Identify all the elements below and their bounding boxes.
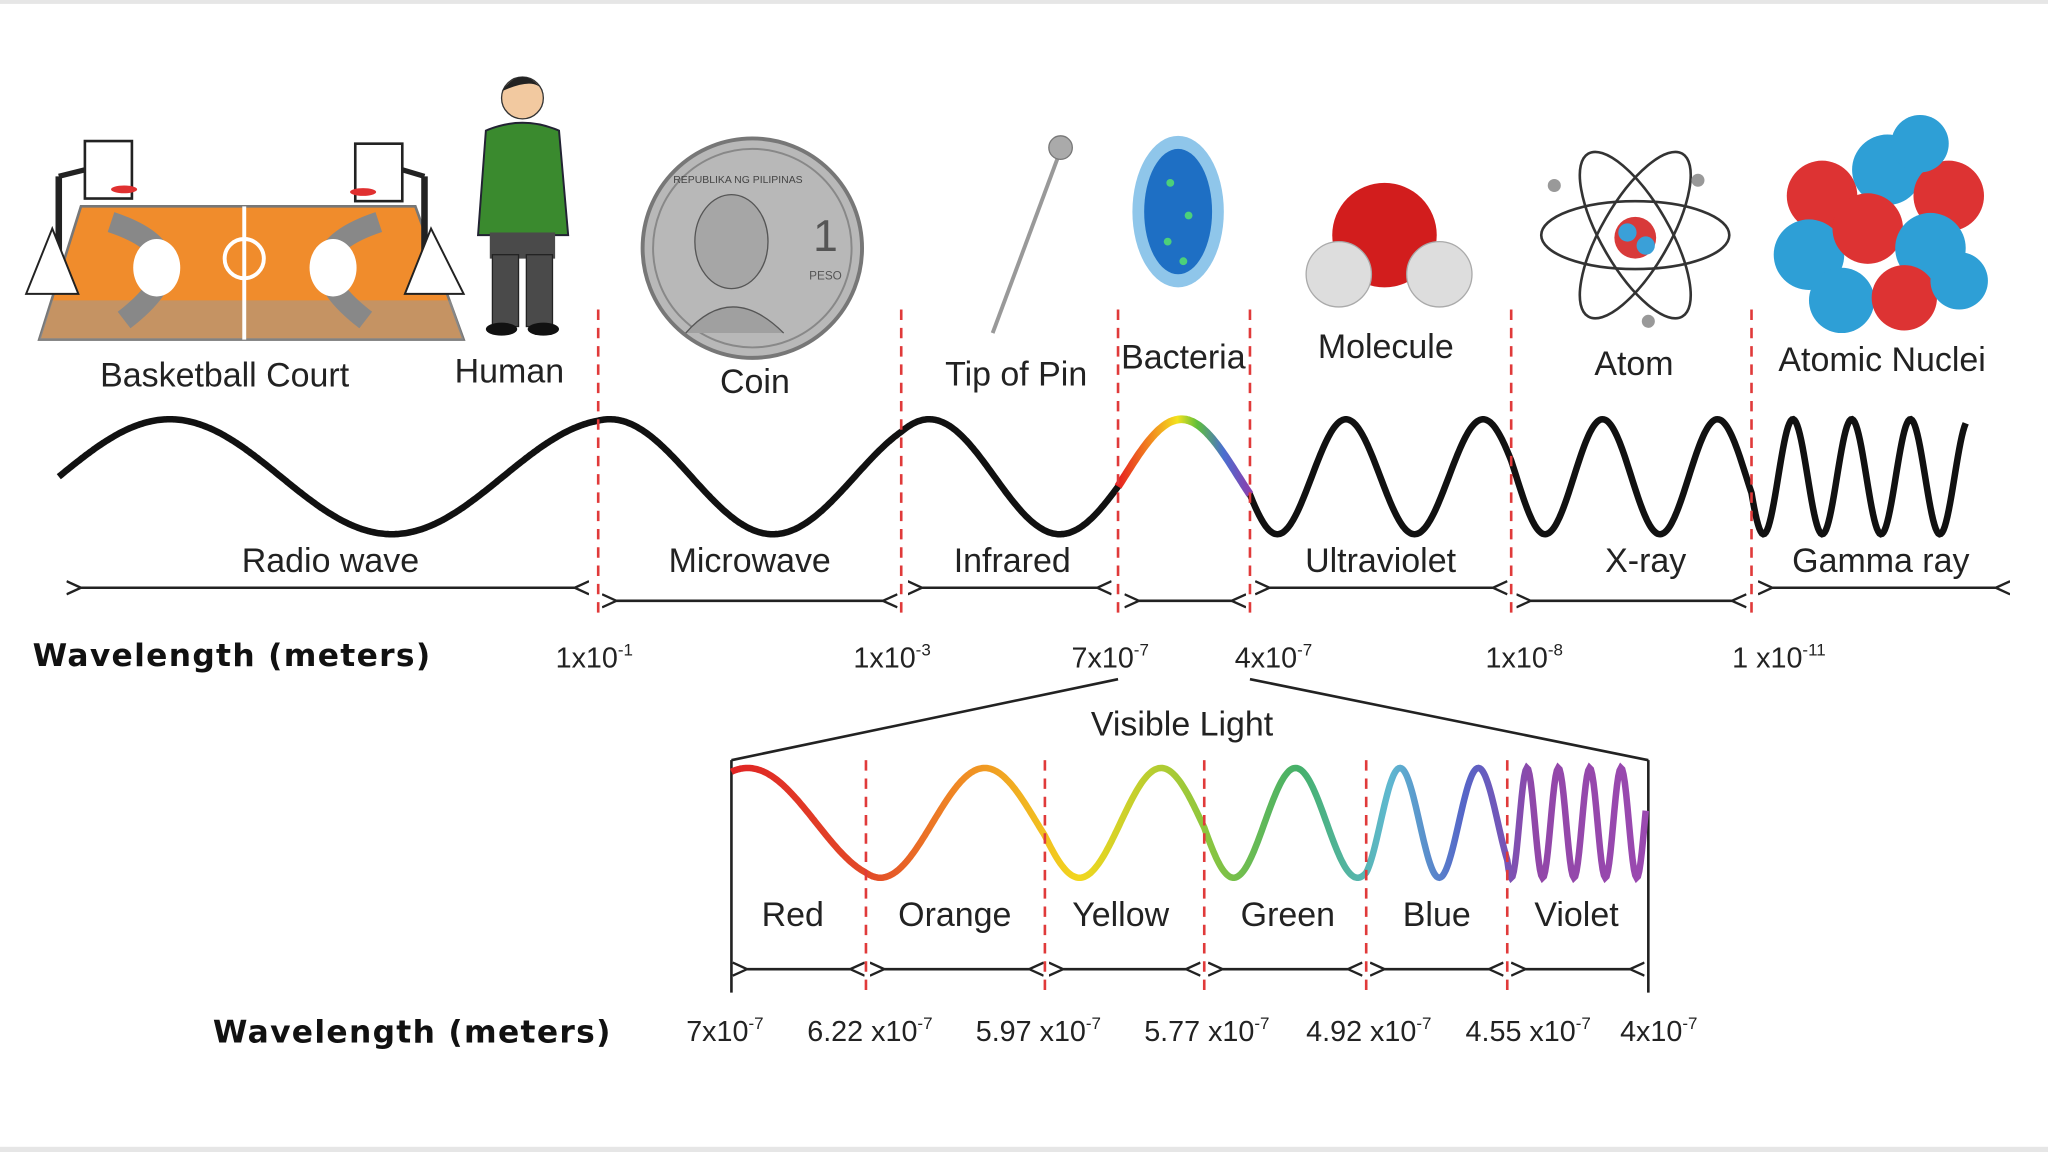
boundary-value-base: 7x10 bbox=[1072, 642, 1134, 674]
visible-boundary-value-exp: -7 bbox=[748, 1014, 763, 1033]
em-wave bbox=[56, 415, 1969, 538]
human-icon bbox=[476, 76, 570, 336]
color-label: Blue bbox=[1403, 896, 1471, 934]
boundary-value-base: 4x10 bbox=[1235, 642, 1297, 674]
molecule-icon bbox=[1305, 182, 1473, 308]
boundary-value: 4x10-7 bbox=[1235, 641, 1312, 675]
object-label: Atomic Nuclei bbox=[1778, 341, 1985, 379]
object-label: Basketball Court bbox=[100, 357, 350, 395]
top-bar bbox=[0, 0, 2048, 4]
object-label: Atom bbox=[1594, 345, 1673, 383]
boundary-value-base: 1x10 bbox=[556, 642, 618, 674]
color-label: Green bbox=[1241, 896, 1335, 934]
color-label: Red bbox=[762, 896, 824, 934]
visible-boundary-value-exp: -7 bbox=[917, 1014, 932, 1033]
visible-boundary-value: 4.92 x10-7 bbox=[1306, 1014, 1431, 1048]
zoom-line bbox=[1249, 677, 1649, 762]
boundary-value-exp: -7 bbox=[1134, 641, 1149, 660]
boundary-value-exp: -8 bbox=[1548, 641, 1563, 660]
visible-boundary-value-base: 6.22 x10 bbox=[807, 1016, 917, 1048]
object-label: Coin bbox=[720, 363, 790, 401]
color-label: Orange bbox=[898, 896, 1011, 934]
boundary-value-exp: -1 bbox=[618, 641, 633, 660]
boundary-value: 1 x10-11 bbox=[1732, 641, 1826, 675]
band-label: X-ray bbox=[1605, 542, 1686, 580]
visible-boundary-value-exp: -7 bbox=[1576, 1014, 1591, 1033]
visible-boundary-value-base: 4.92 x10 bbox=[1306, 1016, 1416, 1048]
visible-boundary-value-base: 4x10 bbox=[1620, 1016, 1682, 1048]
boundary-value-base: 1 x10 bbox=[1732, 642, 1802, 674]
nuclei-icon bbox=[1773, 114, 1988, 334]
object-label: Human bbox=[455, 353, 564, 391]
visible-wave bbox=[729, 762, 1649, 884]
visible-boundary-value-exp: -7 bbox=[1416, 1014, 1431, 1033]
atom-icon bbox=[1539, 150, 1731, 328]
boundary-value: 1x10-1 bbox=[556, 641, 633, 675]
visible-boundary-value-base: 5.97 x10 bbox=[976, 1016, 1086, 1048]
visible-boundary-value-base: 5.77 x10 bbox=[1144, 1016, 1254, 1048]
object-label: Molecule bbox=[1318, 328, 1454, 366]
color-label: Violet bbox=[1534, 896, 1619, 934]
pin-icon bbox=[990, 135, 1073, 334]
axis-label: Wavelength (meters) bbox=[33, 638, 432, 674]
bacteria-icon bbox=[1132, 135, 1224, 288]
visible-boundary-value: 5.77 x10-7 bbox=[1144, 1014, 1269, 1048]
zoom-line bbox=[731, 677, 1119, 762]
visible-boundary-value: 7x10-7 bbox=[686, 1014, 763, 1048]
visible-boundary-value: 5.97 x10-7 bbox=[976, 1014, 1101, 1048]
object-label: Bacteria bbox=[1121, 338, 1246, 376]
coin-unit: PESO bbox=[809, 270, 842, 283]
visible-boundary-value-exp: -7 bbox=[1086, 1014, 1101, 1033]
visible-boundary-value-base: 7x10 bbox=[686, 1016, 748, 1048]
basketball-court-icon bbox=[24, 139, 466, 341]
visible-axis-label: Wavelength (meters) bbox=[213, 1014, 612, 1050]
color-label: Yellow bbox=[1072, 896, 1169, 934]
coin-text: REPUBLIKA NG PILIPINAS bbox=[673, 175, 802, 186]
boundary-value-exp: -7 bbox=[1297, 641, 1312, 660]
visible-boundary-value-exp: -7 bbox=[1254, 1014, 1269, 1033]
boundary-value: 1x10-8 bbox=[1486, 641, 1563, 675]
coin-icon: REPUBLIKA NG PILIPINAS 1 PESO bbox=[640, 136, 864, 360]
band-label: Radio wave bbox=[242, 542, 419, 580]
band-label: Infrared bbox=[954, 542, 1071, 580]
visible-wave-segment bbox=[1114, 415, 1254, 497]
boundary-value: 7x10-7 bbox=[1072, 641, 1149, 675]
band-label: Gamma ray bbox=[1792, 542, 1969, 580]
bottom-bar bbox=[0, 1146, 2048, 1152]
visible-boundary-value: 6.22 x10-7 bbox=[807, 1014, 932, 1048]
boundary-value-base: 1x10 bbox=[853, 642, 915, 674]
visible-boundary-value-exp: -7 bbox=[1682, 1014, 1697, 1033]
boundary-value-exp: -3 bbox=[916, 641, 931, 660]
dynamic-layer: Basketball Court Human Coin Tip of Pin Bacte… bbox=[33, 309, 1996, 1050]
boundary-value: 1x10-3 bbox=[853, 641, 930, 675]
band-label: Ultraviolet bbox=[1305, 542, 1456, 580]
visible-title: Visible Light bbox=[1091, 705, 1274, 743]
visible-boundary-value-base: 4.55 x10 bbox=[1466, 1016, 1576, 1048]
boundary-value-exp: -11 bbox=[1802, 641, 1825, 660]
visible-boundary-value: 4.55 x10-7 bbox=[1466, 1014, 1591, 1048]
object-label: Tip of Pin bbox=[945, 355, 1087, 393]
band-label: Microwave bbox=[669, 542, 831, 580]
boundary-value-base: 1x10 bbox=[1486, 642, 1548, 674]
visible-boundary-value: 4x10-7 bbox=[1620, 1014, 1697, 1048]
coin-value: 1 bbox=[813, 212, 838, 261]
